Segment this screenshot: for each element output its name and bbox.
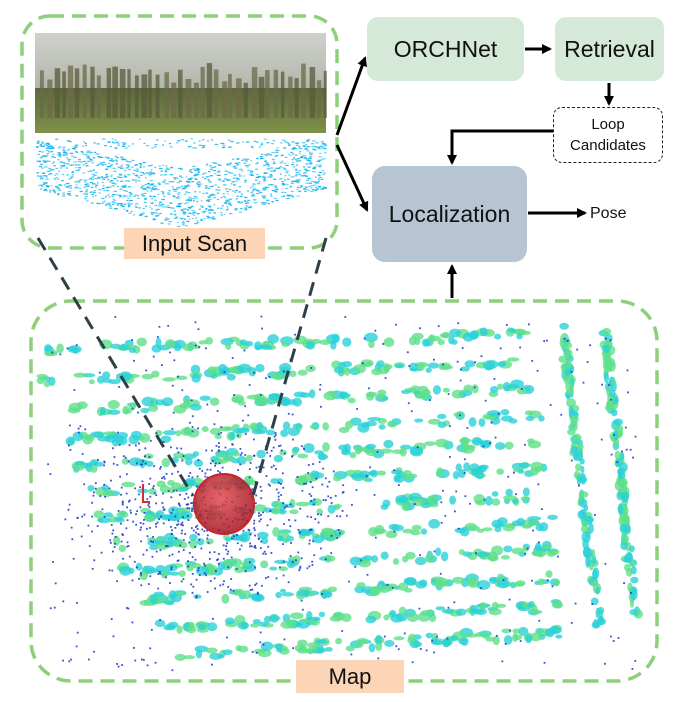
map-label: Map <box>296 660 404 693</box>
loop-candidates-line1: Loop <box>591 116 625 133</box>
query-location-marker <box>193 473 255 535</box>
orchnet-box: ORCHNet <box>367 17 524 81</box>
localization-box: Localization <box>372 166 527 262</box>
arrow-scan-to-orchnet <box>335 56 367 136</box>
scan-points <box>36 138 328 228</box>
input-scan-label: Input Scan <box>124 228 265 259</box>
arrow-loop-to-localization <box>447 129 553 165</box>
loop-candidates-line2: Candidates <box>570 137 646 154</box>
retrieval-label: Retrieval <box>564 35 655 62</box>
orchard-photo <box>35 33 327 133</box>
localization-label: Localization <box>388 200 511 227</box>
orchard-trees <box>39 63 327 118</box>
orchnet-label: ORCHNet <box>393 35 498 62</box>
input-scan-panel <box>20 14 339 250</box>
loop-candidates-box: Loop Candidates <box>553 107 663 163</box>
map-panel <box>29 299 659 683</box>
flow-arrows <box>335 44 614 298</box>
pose-label: Pose <box>590 205 627 222</box>
retrieval-box: Retrieval <box>555 17 664 81</box>
zoom-line-left <box>36 237 195 497</box>
arrow-scan-to-localization <box>335 144 369 212</box>
sensor-frame-mark <box>142 484 150 503</box>
range-image <box>35 137 328 229</box>
